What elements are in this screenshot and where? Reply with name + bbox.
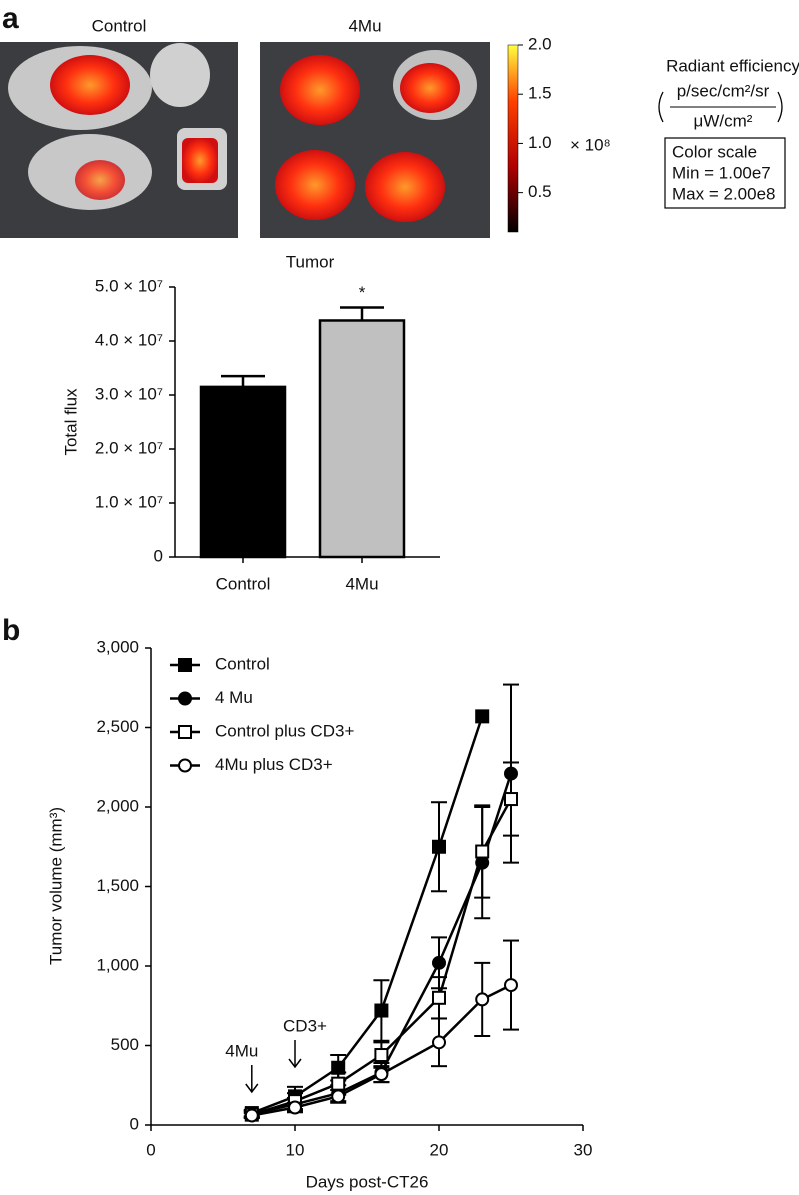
point (331, 1089, 346, 1104)
colorbar (507, 44, 519, 233)
y-tick-label: 1.0 × 10⁷ (95, 492, 163, 511)
y-tick-label: 2,500 (96, 717, 139, 736)
y-axis-label: Total flux (61, 388, 80, 456)
legend-label: Control (215, 654, 270, 673)
photo-4mu (260, 42, 490, 238)
legend-title: Radiant efficiency (666, 56, 799, 75)
legend-marker (178, 725, 192, 739)
point (475, 992, 490, 1007)
colorbar-tick-label: 2.0 (528, 34, 552, 53)
y-tick-label: 3.0 × 10⁷ (95, 384, 163, 403)
series-line (251, 715, 484, 1115)
legend-denominator: μW/cm² (694, 111, 753, 130)
scale-box (664, 137, 786, 209)
chart-title: Tumor (286, 252, 335, 271)
x-tick-label: Control (216, 574, 271, 593)
y-tick-label: 0 (154, 546, 163, 565)
scale-text: Color scale (672, 142, 757, 161)
x-tick-label: 0 (146, 1140, 155, 1159)
legend-marker (178, 691, 192, 706)
y-tick-label: 4.0 × 10⁷ (95, 330, 163, 349)
y-tick-label: 1,500 (96, 876, 139, 895)
colorbar-tick-label: 1.5 (528, 84, 552, 103)
point (475, 709, 490, 724)
colorbar-tick-label: 1.0 (528, 133, 552, 152)
y-axis-label: Tumor volume (mm³) (46, 807, 65, 965)
x-axis-label: Days post-CT26 (306, 1172, 429, 1191)
annotation-arrowhead (245, 1083, 259, 1094)
annotation: 4Mu (225, 1041, 258, 1060)
legend-numerator: p/sec/cm²/sr (677, 81, 770, 100)
y-tick-label: 0 (130, 1114, 139, 1133)
x-tick-label: 20 (430, 1140, 449, 1159)
point (374, 1003, 389, 1018)
point (432, 990, 446, 1005)
y-tick-label: 2,000 (96, 796, 139, 815)
annotation: CD3+ (283, 1016, 327, 1035)
y-tick-label: 500 (111, 1035, 139, 1054)
y-tick-label: 3,000 (96, 637, 139, 656)
x-tick-label: 10 (286, 1140, 305, 1159)
photo-label: Control (92, 16, 147, 35)
point (475, 844, 490, 859)
x-tick-label: 30 (574, 1140, 593, 1159)
bar (199, 385, 287, 559)
x-tick-label: 4Mu (345, 574, 378, 593)
paren (777, 91, 783, 123)
scale-text: Min = 1.00e7 (672, 163, 771, 182)
point (374, 1067, 389, 1082)
annotation-arrowhead (288, 1058, 302, 1069)
point (288, 1100, 302, 1115)
colorbar-tick-label: 0.5 (528, 182, 552, 201)
panel-label: a (2, 2, 19, 35)
panel-label: b (2, 614, 20, 647)
point (432, 1035, 446, 1050)
paren (658, 91, 664, 123)
point (432, 955, 446, 970)
legend-label: Control plus CD3+ (215, 721, 354, 740)
legend-label: 4 Mu (215, 688, 253, 707)
point (432, 839, 446, 854)
y-tick-label: 5.0 × 10⁷ (95, 276, 163, 295)
point (374, 1048, 389, 1063)
point (244, 1108, 259, 1123)
point (504, 978, 518, 993)
photo-label: 4Mu (348, 16, 381, 35)
legend-label: 4Mu plus CD3+ (215, 755, 333, 774)
point (504, 792, 518, 807)
colorbar-unit: × 10⁸ (570, 135, 611, 154)
photo-control (0, 42, 238, 238)
legend-marker (178, 758, 192, 773)
legend-marker (178, 658, 192, 672)
significance-mark: * (359, 283, 366, 302)
bar (318, 319, 406, 559)
point (331, 1076, 346, 1091)
y-tick-label: 2.0 × 10⁷ (95, 438, 163, 457)
scale-text: Max = 2.00e8 (672, 184, 776, 203)
y-tick-label: 1,000 (96, 955, 139, 974)
